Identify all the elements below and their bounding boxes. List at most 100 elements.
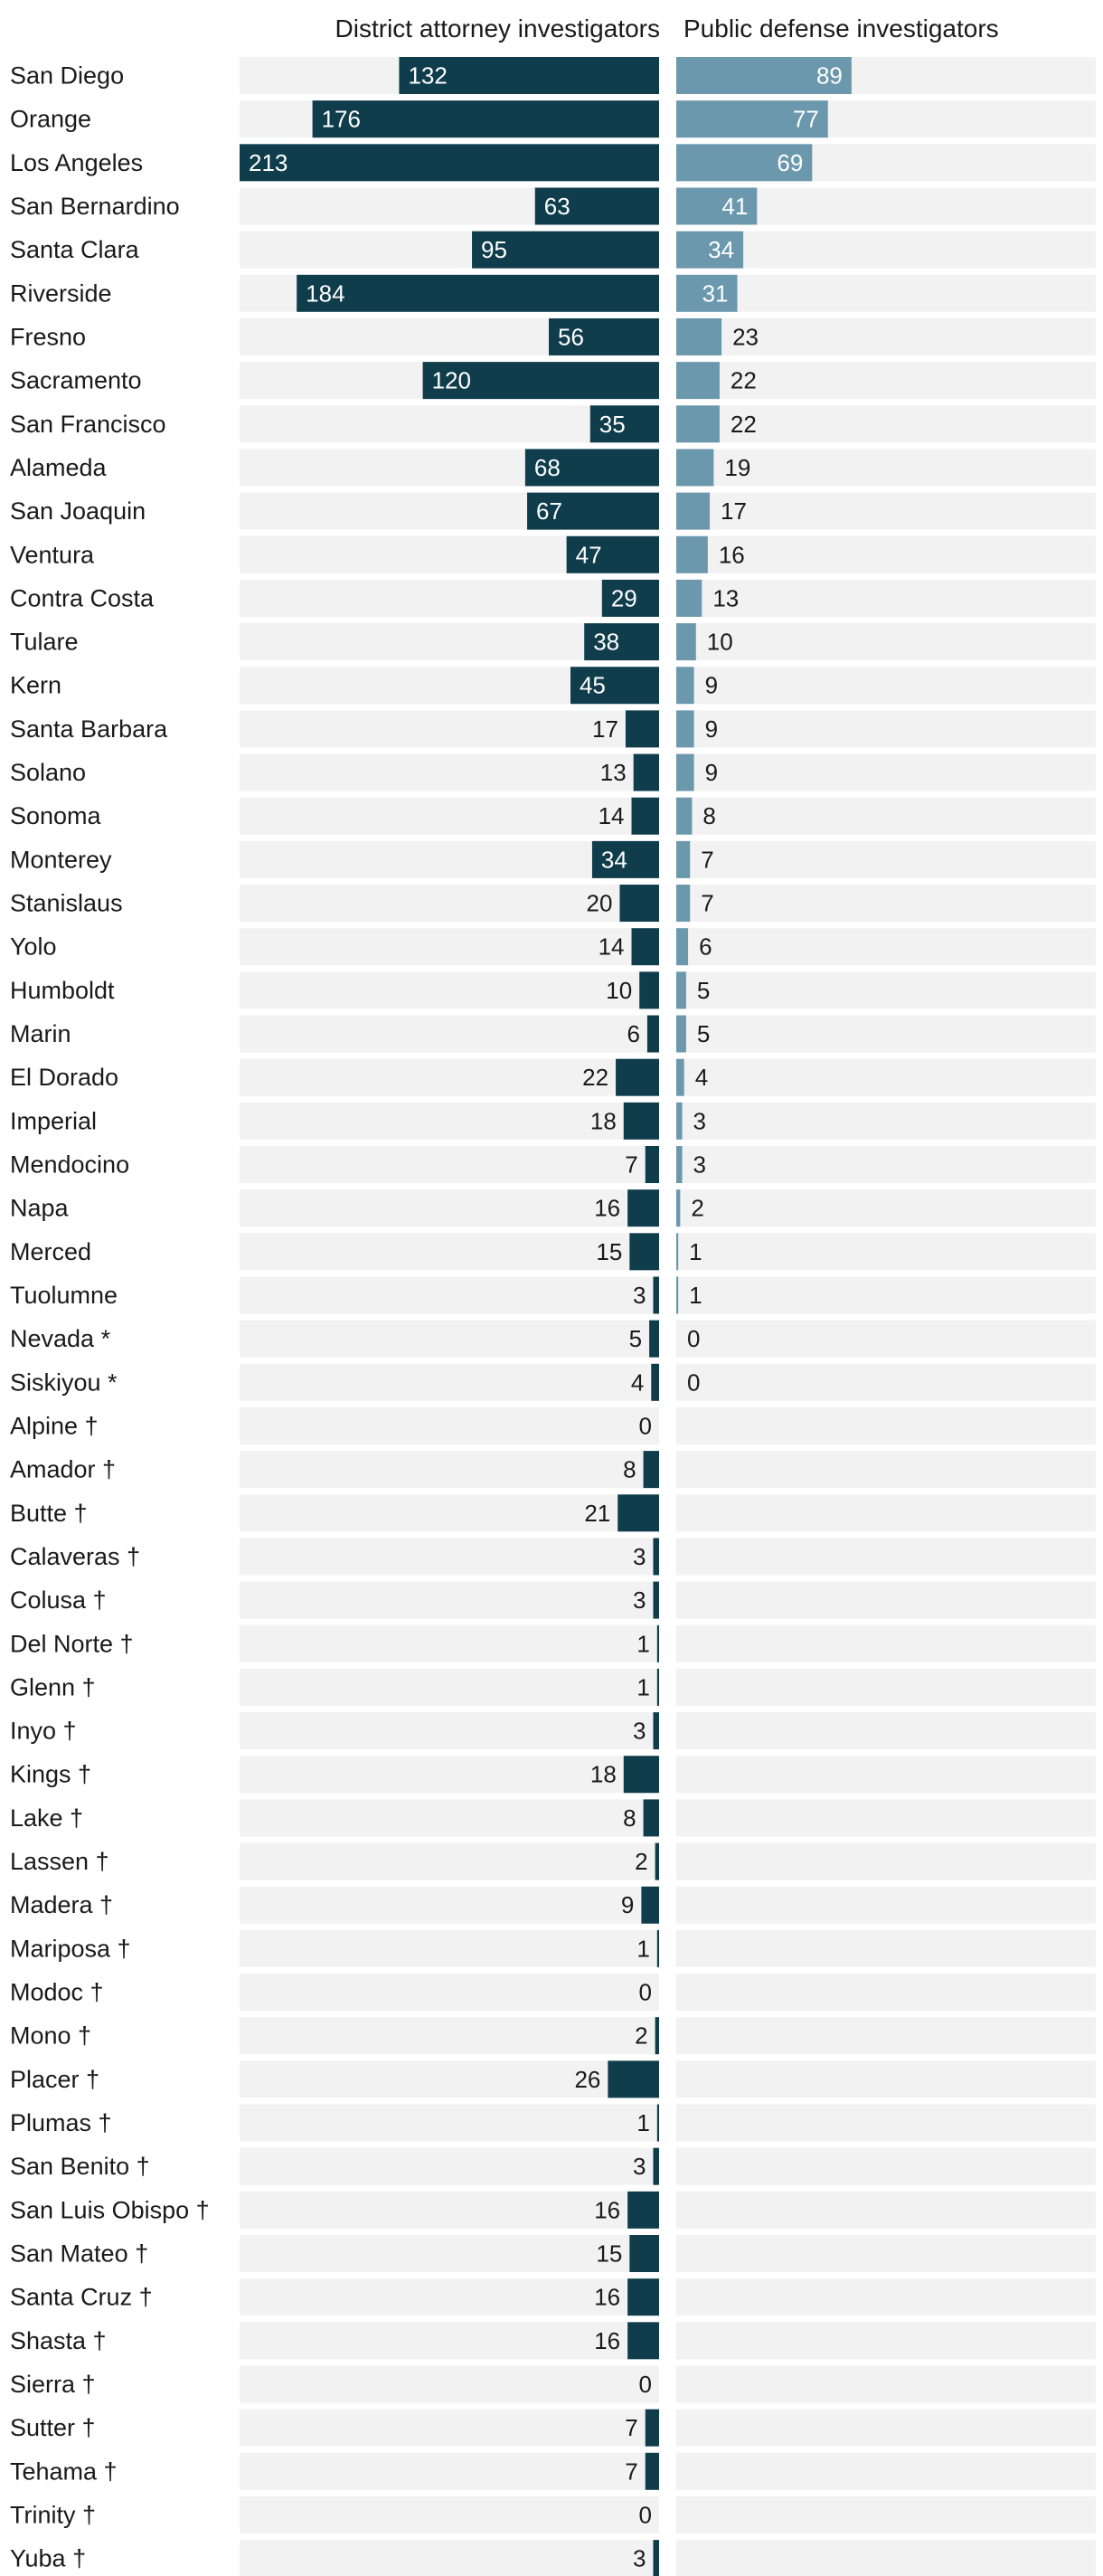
da-row-background	[240, 1929, 659, 1967]
da-bar	[653, 1581, 659, 1619]
pd-row-background	[676, 1624, 1096, 1662]
da-row-background	[240, 2452, 659, 2490]
category-label: Tehama †	[10, 2458, 118, 2485]
category-label: Sutter †	[10, 2414, 96, 2441]
category-label: Sonoma	[10, 802, 102, 829]
da-bar	[591, 840, 659, 878]
pd-value-label: 2	[691, 1195, 703, 1222]
da-row-background	[240, 885, 659, 923]
pd-row-background	[676, 2104, 1096, 2142]
category-label: Solano	[10, 759, 86, 786]
category-label: Orange	[10, 106, 91, 133]
da-row-background	[240, 2104, 659, 2142]
da-value-label: 18	[590, 1761, 617, 1788]
da-value-label: 16	[594, 2284, 620, 2311]
category-label: Fresno	[10, 323, 86, 350]
pd-bar	[676, 362, 720, 400]
da-row-background	[240, 2540, 659, 2576]
da-value-label: 2	[635, 2022, 647, 2050]
pd-row-background	[676, 405, 1096, 443]
da-row-background	[240, 2496, 659, 2533]
pd-value-label: 10	[707, 629, 733, 656]
da-bar	[570, 667, 659, 705]
category-label: Napa	[10, 1195, 70, 1222]
da-row-background	[240, 1406, 659, 1444]
pd-value-label: 3	[693, 1151, 706, 1179]
category-label: Lake †	[10, 1804, 83, 1832]
category-label: Yuba †	[10, 2545, 86, 2572]
da-bar	[656, 1624, 659, 1662]
da-row-background	[240, 579, 659, 617]
category-label: Mariposa †	[10, 1935, 131, 1962]
pd-row-background	[676, 1189, 1096, 1227]
da-bar	[633, 753, 659, 791]
da-value-label: 35	[599, 411, 626, 438]
da-bar	[653, 1712, 659, 1750]
pd-row-background	[676, 667, 1096, 705]
da-value-label: 15	[596, 1238, 622, 1265]
pd-bar	[676, 492, 711, 530]
da-row-background	[240, 1668, 659, 1706]
pd-row-background	[676, 2017, 1096, 2055]
da-row-background	[240, 2147, 659, 2185]
da-bar	[627, 2322, 659, 2360]
header-public-defense: Public defense investigators	[683, 14, 999, 43]
category-label: Monterey	[10, 846, 112, 873]
category-label: Humboldt	[10, 977, 115, 1004]
da-value-label: 47	[576, 541, 602, 568]
pd-value-label: 13	[712, 584, 739, 611]
pd-bar	[676, 797, 693, 835]
category-label: Calaveras †	[10, 1543, 140, 1570]
pd-row-background	[676, 2278, 1096, 2316]
da-value-label: 8	[623, 1456, 636, 1483]
da-value-label: 4	[631, 1368, 644, 1396]
pd-row-background	[676, 1756, 1096, 1794]
da-bar	[649, 1320, 659, 1358]
da-row-background	[240, 1494, 659, 1532]
da-bar	[653, 1276, 659, 1314]
da-bar	[549, 317, 659, 355]
pd-bar	[676, 317, 722, 355]
pd-row-background	[676, 1233, 1096, 1271]
da-row-background	[240, 1320, 659, 1358]
da-value-label: 1	[636, 1673, 649, 1700]
pd-value-label: 1	[689, 1282, 702, 1309]
pd-bar	[676, 231, 744, 269]
da-value-label: 14	[599, 802, 625, 829]
da-row-background	[240, 1015, 659, 1053]
da-value-label: 38	[593, 629, 619, 656]
pd-value-label: 17	[721, 497, 747, 525]
category-label: Lassen †	[10, 1848, 109, 1875]
da-bar	[617, 1494, 659, 1532]
da-bar	[601, 579, 659, 617]
pd-row-background	[676, 274, 1096, 312]
pd-bar	[676, 57, 852, 94]
da-row-background	[240, 1189, 659, 1227]
da-value-label: 3	[633, 2545, 646, 2572]
da-bar	[653, 2540, 659, 2576]
da-value-label: 18	[590, 1107, 617, 1134]
da-value-label: 22	[582, 1064, 608, 1091]
pd-row-background	[676, 2409, 1096, 2447]
da-value-label: 1	[636, 2109, 649, 2136]
pd-value-label: 9	[705, 672, 718, 699]
da-bar	[655, 1842, 659, 1880]
da-value-label: 0	[639, 1979, 652, 2006]
pd-value-label: 0	[687, 1325, 700, 1352]
pd-row-background	[676, 797, 1096, 835]
pd-row-background	[676, 2365, 1096, 2403]
da-bar	[619, 885, 659, 923]
pd-row-background	[676, 1799, 1096, 1837]
pd-value-label: 77	[793, 106, 819, 133]
category-label: Mendocino	[10, 1151, 129, 1179]
da-row-background	[240, 1842, 659, 1880]
da-value-label: 184	[306, 279, 344, 307]
category-label: San Bernardino	[10, 193, 180, 220]
da-bar	[653, 1538, 659, 1576]
da-value-label: 17	[592, 715, 618, 743]
da-bar	[623, 1756, 659, 1794]
da-row-background	[240, 928, 659, 966]
pd-value-label: 9	[705, 759, 718, 786]
category-label: Tulare	[10, 629, 79, 656]
pd-bar	[676, 667, 694, 705]
